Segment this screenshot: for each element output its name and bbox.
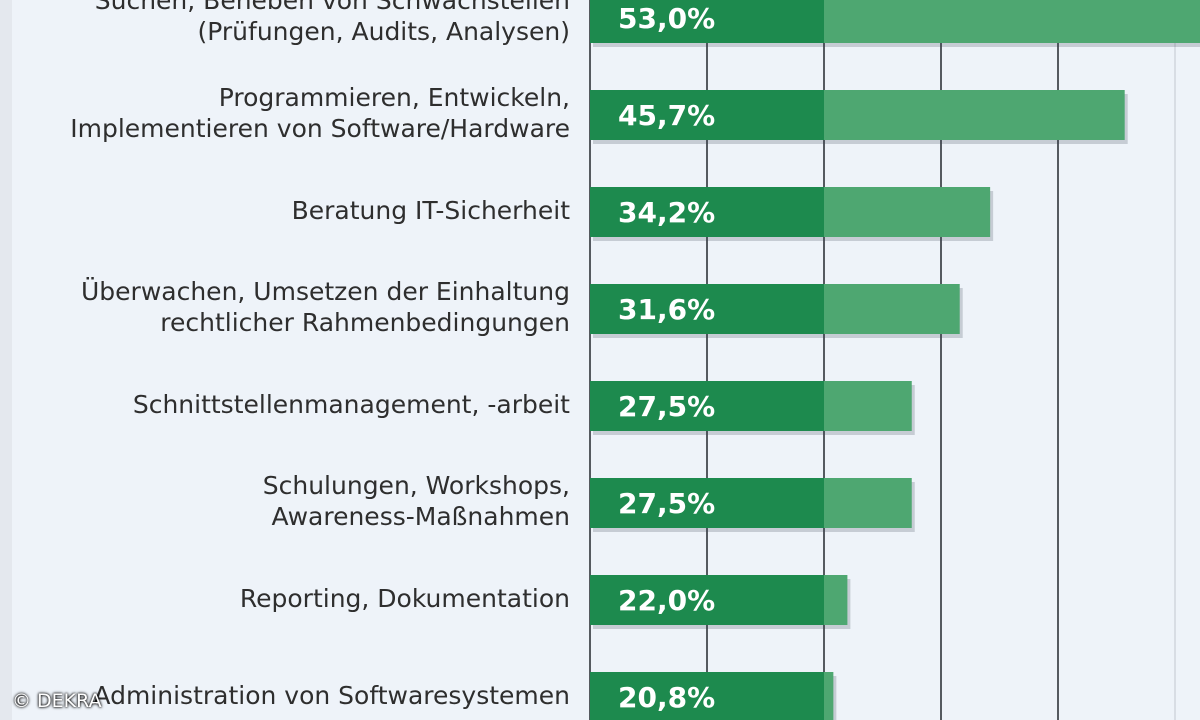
category-label: Beratung IT-Sicherheit — [291, 195, 570, 225]
bar-extension — [824, 575, 848, 625]
bar-extension — [824, 672, 834, 720]
chart-panel: 53,0% 45,7% 34,2% 31,6% 27,5% 27,5% 22,0% 20,8%… — [12, 0, 1200, 720]
bar — [590, 284, 824, 334]
bar — [590, 381, 824, 431]
bar-group: 20,8% — [590, 672, 837, 720]
category-label: Überwachen, Umsetzen der Einhaltung rech… — [81, 277, 570, 337]
bar-chart: 53,0% 45,7% 34,2% 31,6% 27,5% 27,5% 22,0% 20,8% — [589, 0, 1200, 720]
bar — [590, 575, 824, 625]
value-label: 31,6% — [618, 293, 715, 326]
value-label: 27,5% — [618, 390, 715, 423]
bar — [590, 478, 824, 528]
bar-extension — [824, 478, 912, 528]
bar-group: 34,2% — [590, 187, 994, 241]
bar — [590, 90, 824, 140]
bar — [590, 187, 824, 237]
bar-group: 31,6% — [590, 284, 963, 338]
category-label: Schulungen, Workshops, Awareness-Maßnahm… — [262, 471, 570, 531]
bar-group: 53,0% — [590, 0, 1200, 47]
bar-group: 27,5% — [590, 381, 915, 435]
bar-extension — [824, 90, 1125, 140]
copyright-notice: © DEKRA — [12, 690, 102, 712]
bar — [590, 672, 824, 720]
category-label: Programmieren, Entwickeln, Implementiere… — [70, 83, 570, 143]
value-label: 27,5% — [618, 487, 715, 520]
value-label: 45,7% — [618, 99, 715, 132]
bar-group: 45,7% — [590, 90, 1128, 144]
value-label: 20,8% — [618, 681, 715, 714]
category-label: Schnittstellenmanagement, -arbeit — [132, 389, 570, 419]
value-label: 53,0% — [618, 2, 715, 35]
category-label: Suchen, Beheben von Schwachstellen (Prüf… — [94, 0, 570, 46]
value-label: 34,2% — [618, 196, 715, 229]
bar-extension — [824, 284, 960, 334]
bar-extension — [824, 0, 1200, 43]
bar-extension — [824, 187, 991, 237]
bar-group: 22,0% — [590, 575, 851, 629]
category-label: Administration von Softwaresystemen — [93, 680, 570, 710]
category-label: Reporting, Dokumentation — [239, 583, 570, 613]
value-label: 22,0% — [618, 584, 715, 617]
bar — [590, 0, 824, 43]
bar-extension — [824, 381, 912, 431]
bar-group: 27,5% — [590, 478, 915, 532]
